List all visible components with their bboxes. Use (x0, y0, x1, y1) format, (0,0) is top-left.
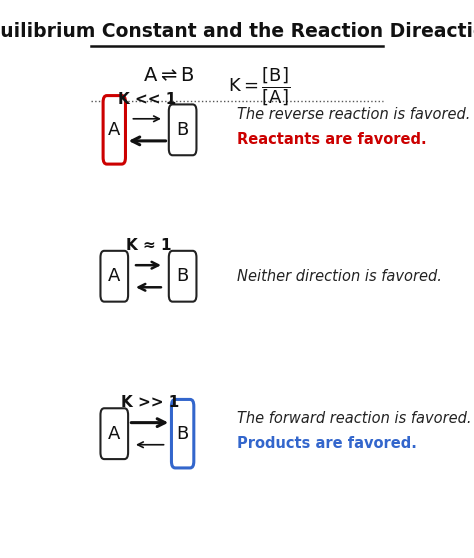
FancyBboxPatch shape (169, 251, 196, 302)
Text: K >> 1: K >> 1 (121, 396, 179, 411)
Text: Neither direction is favored.: Neither direction is favored. (237, 269, 442, 283)
FancyBboxPatch shape (169, 104, 196, 155)
Text: B: B (176, 425, 189, 442)
Text: Products are favored.: Products are favored. (237, 436, 417, 451)
FancyBboxPatch shape (100, 251, 128, 302)
Text: Reactants are favored.: Reactants are favored. (237, 132, 427, 147)
Text: $\mathrm{A} \rightleftharpoons \mathrm{B}$: $\mathrm{A} \rightleftharpoons \mathrm{B… (143, 66, 194, 85)
Text: B: B (176, 267, 189, 285)
FancyBboxPatch shape (103, 95, 126, 164)
FancyBboxPatch shape (100, 408, 128, 459)
Text: K << 1: K << 1 (118, 92, 176, 107)
Text: K ≈ 1: K ≈ 1 (126, 238, 171, 253)
Text: The forward reaction is favored.: The forward reaction is favored. (237, 411, 472, 426)
Text: A: A (108, 267, 120, 285)
Text: A: A (108, 425, 120, 442)
Text: A: A (108, 121, 120, 139)
Text: The reverse reaction is favored.: The reverse reaction is favored. (237, 107, 470, 122)
Text: B: B (176, 121, 189, 139)
Text: $\mathrm{K} = \dfrac{[\mathrm{B}]}{[\mathrm{A}]}$: $\mathrm{K} = \dfrac{[\mathrm{B}]}{[\mat… (228, 66, 290, 108)
FancyBboxPatch shape (172, 400, 194, 468)
Text: Equilibrium Constant and the Reaction Direaction: Equilibrium Constant and the Reaction Di… (0, 22, 474, 41)
